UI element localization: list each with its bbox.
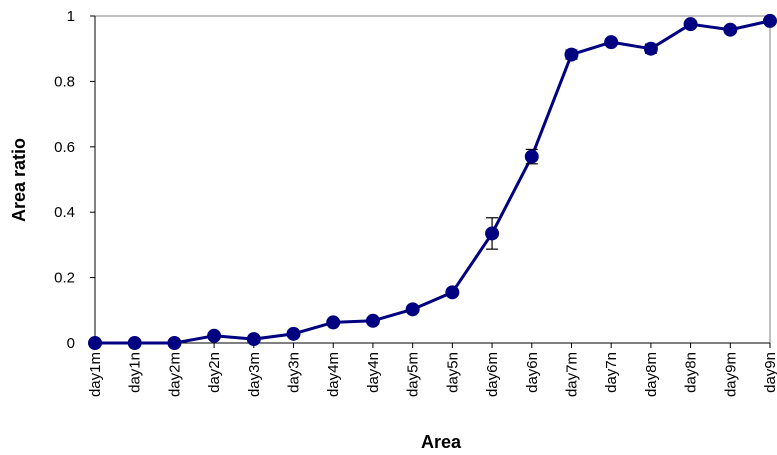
data-point	[723, 22, 738, 37]
x-tick-label: day2n	[206, 352, 223, 393]
data-point	[207, 328, 222, 343]
x-tick-label: day7n	[603, 352, 620, 393]
data-point	[564, 47, 579, 62]
x-tick-label: day6m	[484, 352, 501, 397]
data-point	[365, 313, 380, 328]
data-point	[246, 332, 261, 347]
y-tick-label: 0	[67, 335, 75, 352]
data-point	[127, 336, 142, 350]
x-tick-label: day9n	[762, 352, 777, 393]
y-tick-label: 0.8	[54, 73, 75, 90]
x-tick-label: day7m	[563, 352, 580, 397]
y-tick-label: 0.6	[54, 139, 75, 156]
series-line	[95, 19, 771, 345]
x-tick-label: day9m	[722, 352, 739, 397]
x-tick-label: day2m	[166, 352, 183, 397]
x-tick-label: day6n	[524, 352, 541, 393]
x-axis-ticks: day1m day1n day2m day2n day3m day3n day4m day4n…	[87, 343, 777, 397]
data-point	[683, 17, 698, 32]
y-tick-label: 0.4	[54, 204, 75, 221]
data-series	[88, 13, 777, 350]
x-axis-title: Area	[421, 432, 462, 452]
axes	[94, 15, 771, 344]
y-axis-title: Area ratio	[9, 138, 29, 222]
x-tick-label: day4n	[365, 352, 382, 393]
data-point	[286, 326, 301, 341]
x-tick-label: day5n	[444, 352, 461, 393]
x-tick-label: day1n	[127, 352, 144, 393]
data-point	[445, 285, 460, 300]
x-tick-label: day3n	[286, 352, 303, 393]
x-tick-label: day1m	[87, 352, 104, 397]
data-point	[326, 315, 341, 330]
x-tick-label: day8n	[683, 352, 700, 393]
data-point	[643, 41, 658, 56]
y-tick-label: 0.2	[54, 270, 75, 287]
data-point	[604, 35, 619, 50]
data-point	[167, 336, 182, 350]
x-tick-label: day8m	[643, 352, 660, 397]
data-point	[405, 302, 420, 317]
data-point	[88, 336, 102, 350]
x-tick-label: day5m	[405, 352, 422, 397]
data-point	[763, 13, 777, 28]
y-tick-label: 1	[67, 8, 75, 25]
x-tick-label: day3m	[246, 352, 263, 397]
x-tick-label: day4m	[325, 352, 342, 397]
y-axis-ticks: 0 0.2 0.4 0.6 0.8 1	[54, 8, 95, 352]
data-point	[524, 149, 539, 164]
data-point	[485, 226, 500, 241]
